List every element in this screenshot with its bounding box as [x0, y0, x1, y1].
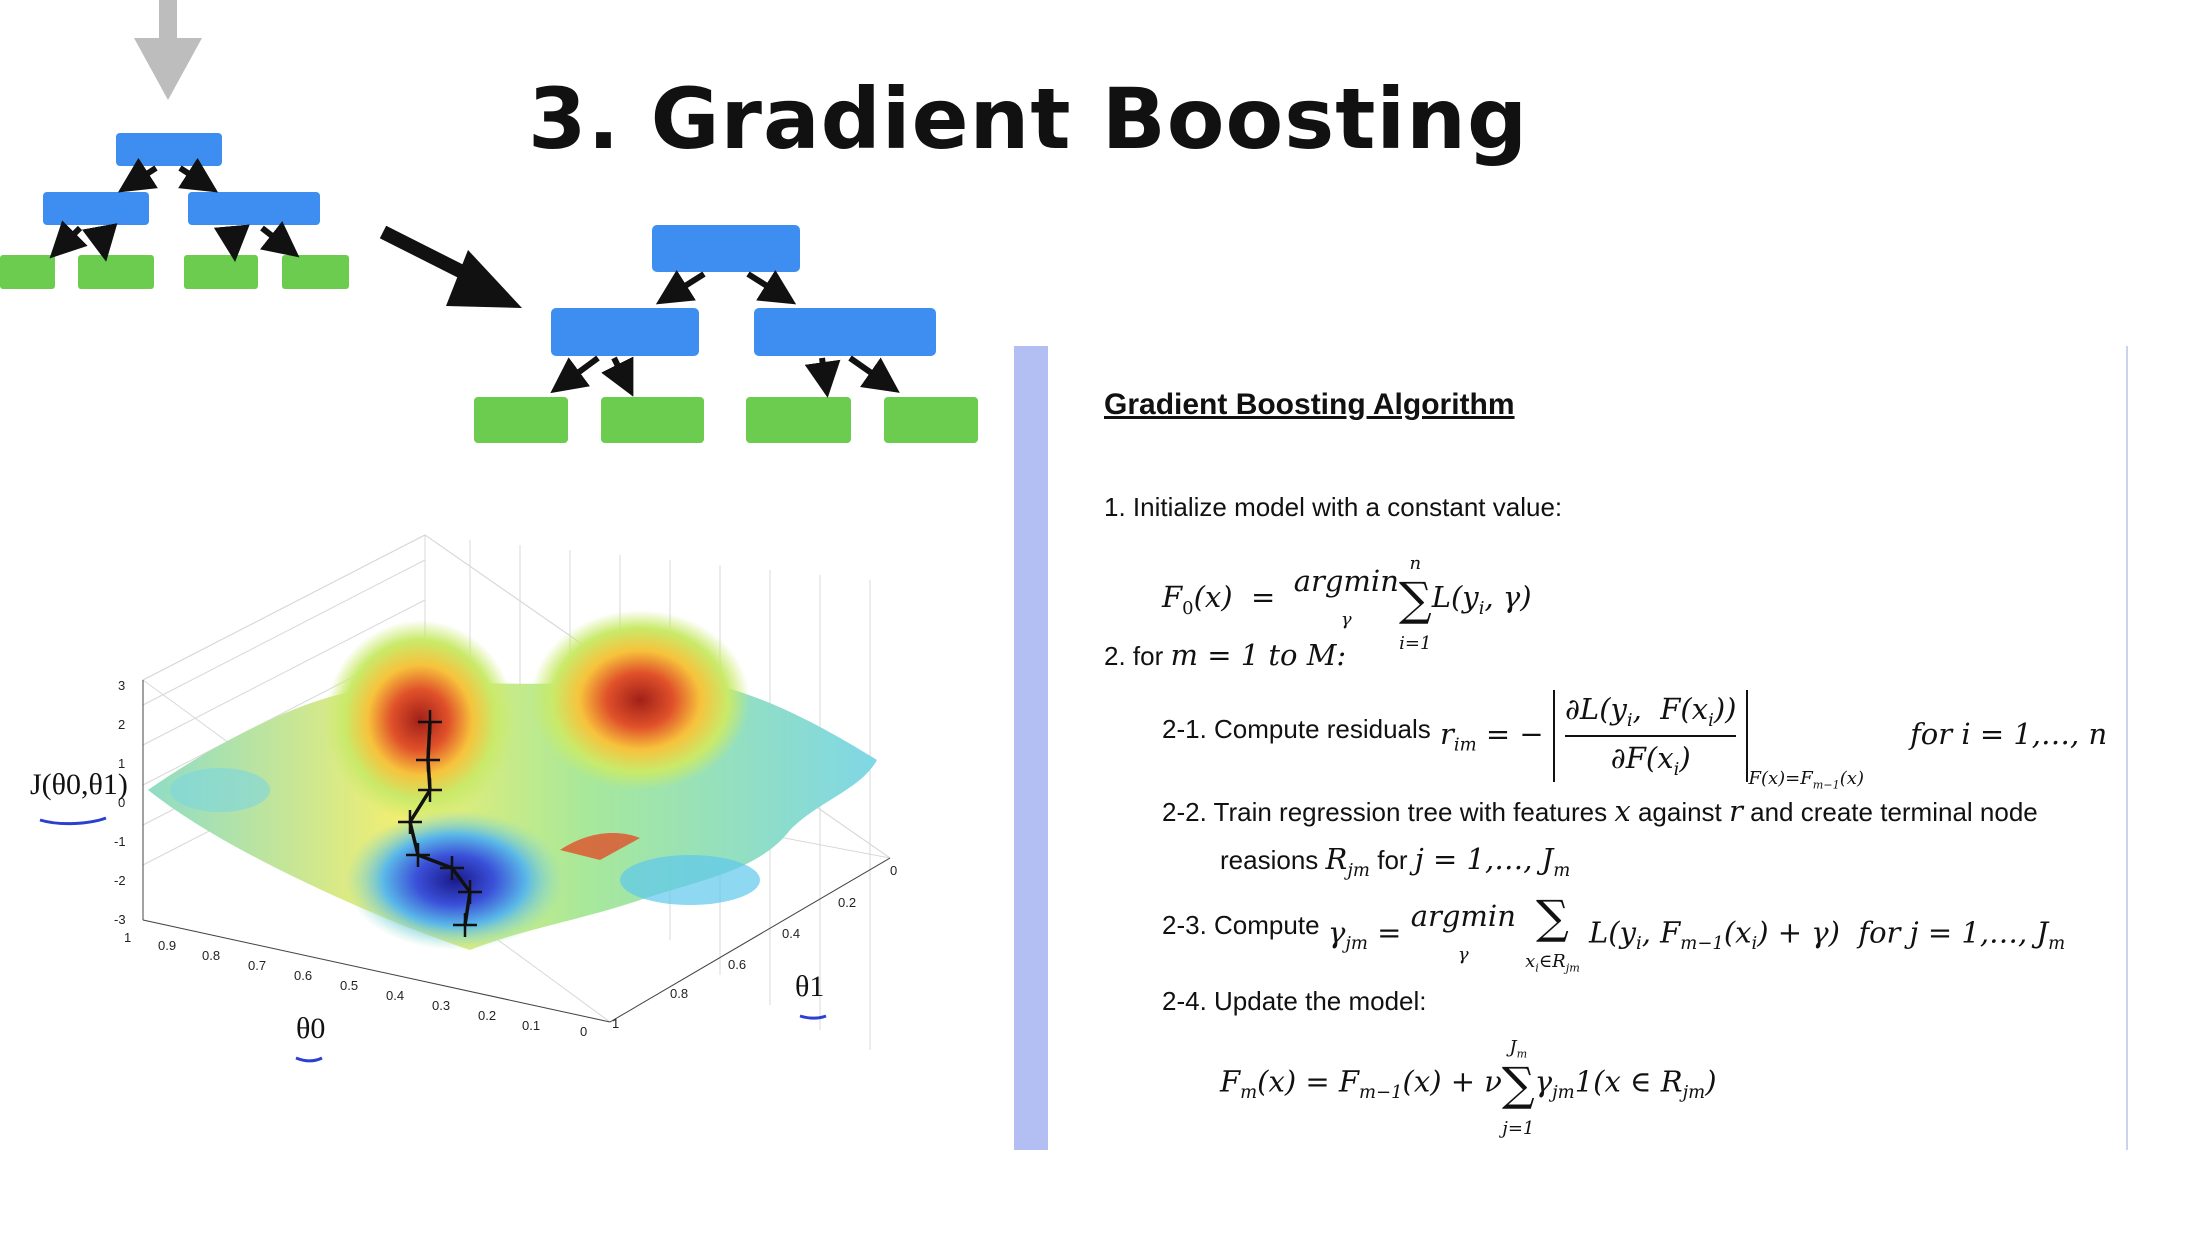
- cost-surface: [148, 610, 877, 950]
- tree-internal-node-left: [551, 308, 699, 356]
- x-tick: 1: [124, 930, 131, 945]
- tree-internal-node-right: [754, 308, 936, 356]
- step-2-2: 2-2. Train regression tree with features…: [1162, 794, 2038, 828]
- y-tick: 0.4: [782, 926, 800, 941]
- tree-leaf: [282, 255, 349, 289]
- step-1: 1. Initialize model with a constant valu…: [1104, 492, 1563, 522]
- step-2-2-cont: reasions Rjm for j = 1,…, Jm: [1220, 842, 1571, 881]
- y-tick: 0.2: [838, 895, 856, 910]
- y-tick: 0.8: [670, 986, 688, 1001]
- equation-gamma: γjm = argmin γ ∑ xi∈Rjm L(yi, Fm−1(xi) + γ…: [1328, 890, 2066, 975]
- z-tick: 1: [118, 756, 125, 771]
- panel-accent-bar: [1014, 346, 1048, 1150]
- z-tick: 3: [118, 678, 125, 693]
- tree-leaf: [746, 397, 851, 443]
- algorithm-content: Gradient Boosting Algorithm 1. Initializ…: [1048, 346, 2126, 1150]
- x-tick: 0.1: [522, 1018, 540, 1033]
- tree-leaf: [184, 255, 258, 289]
- tree-root-node: [652, 225, 800, 272]
- equation-update: Fm(x) = Fm−1(x) + νJm ∑ j=1γjm1(x ∈ Rjm): [1220, 1037, 1717, 1139]
- x-tick: 0.5: [340, 978, 358, 993]
- tree-leaf: [0, 255, 55, 289]
- tree-internal-node-right: [188, 192, 320, 225]
- z-axis-label: J(θ0,θ1): [30, 768, 128, 801]
- tree-leaf: [78, 255, 154, 289]
- z-tick: -1: [114, 834, 126, 849]
- small-tree: [0, 133, 349, 289]
- step-2-4: 2-4. Update the model:: [1162, 986, 1427, 1016]
- tree-root-node: [116, 133, 222, 166]
- x-tick: 0.7: [248, 958, 266, 973]
- x-axis-label: θ0: [296, 1012, 326, 1045]
- x-tick: 0.9: [158, 938, 176, 953]
- equation-residuals: rim = − ∂L(yi, F(xi)) ∂F(xi) F(x)=Fm−1(x…: [1440, 690, 2108, 792]
- step-2-1: 2-1. Compute residuals: [1162, 714, 1431, 744]
- algorithm-panel: [1048, 346, 2128, 1150]
- z-tick: 2: [118, 717, 125, 732]
- equation-init: F0(x) = argmin γn ∑ i=1L(yi, γ): [1162, 553, 1532, 654]
- x-axis: 1 0.9 0.8 0.7 0.6 0.5 0.4 0.3 0.2 0.1 0: [124, 919, 611, 1039]
- tree-leaf: [601, 397, 704, 443]
- step-2: 2. for m = 1 to M:: [1104, 638, 1347, 672]
- large-tree: [474, 225, 978, 443]
- z-axis: 3 2 1 0 -1 -2 -3: [114, 678, 144, 927]
- z-tick: 0: [118, 795, 125, 810]
- y-axis-label: θ1: [795, 970, 825, 1003]
- x-tick: 0.2: [478, 1008, 496, 1023]
- y-axis: 0 0.2 0.4 0.6 0.8 1: [609, 857, 897, 1031]
- gradient-descent-path: [398, 710, 482, 937]
- y-tick: 0.6: [728, 957, 746, 972]
- transition-arrow-icon: [379, 225, 522, 308]
- x-tick: 0.4: [386, 988, 404, 1003]
- z-tick: -3: [114, 912, 126, 927]
- x-tick: 0.8: [202, 948, 220, 963]
- input-arrow-icon: [134, 0, 202, 100]
- step-2-3: 2-3. Compute: [1162, 910, 1320, 940]
- algorithm-heading: Gradient Boosting Algorithm: [1104, 388, 1515, 421]
- page-title: 3. Gradient Boosting: [528, 70, 1529, 168]
- y-tick: 0: [890, 863, 897, 878]
- x-tick: 0: [580, 1024, 587, 1039]
- z-tick: -2: [114, 873, 126, 888]
- x-tick: 0.3: [432, 998, 450, 1013]
- x-tick: 0.6: [294, 968, 312, 983]
- tree-internal-node-left: [43, 192, 149, 225]
- tree-leaf: [474, 397, 568, 443]
- y-tick: 1: [612, 1016, 619, 1031]
- tree-leaf: [884, 397, 978, 443]
